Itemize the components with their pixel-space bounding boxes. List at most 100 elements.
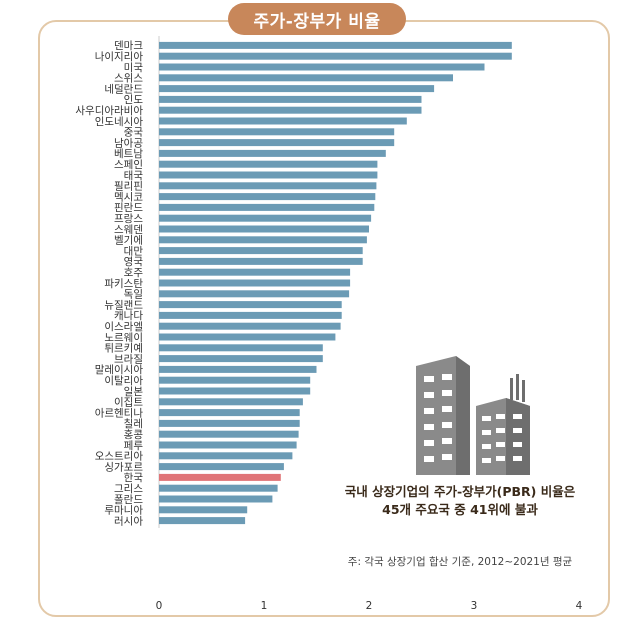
bar-영국 — [159, 257, 363, 265]
bar-페루 — [159, 441, 297, 449]
bar-프랑스 — [159, 214, 372, 222]
x-tick-label: 1 — [261, 600, 268, 612]
category-label: 뉴질랜드 — [104, 299, 143, 311]
category-label: 미국 — [124, 62, 144, 74]
bar-칠레 — [159, 419, 300, 427]
bar-러시아 — [159, 517, 246, 525]
bar-폴란드 — [159, 495, 273, 503]
category-label: 프랑스 — [114, 213, 143, 225]
x-tick-label: 4 — [576, 600, 583, 612]
bar-한국 — [159, 473, 281, 481]
category-label: 필리핀 — [114, 181, 143, 193]
category-label: 그리스 — [114, 483, 143, 495]
bar-캐나다 — [159, 311, 342, 319]
bar-노르웨이 — [159, 333, 336, 341]
category-label: 캐나다 — [114, 310, 143, 322]
bar-인도 — [159, 95, 422, 103]
bar-호주 — [159, 268, 351, 276]
bar-루마니아 — [159, 506, 248, 514]
bar-홍콩 — [159, 430, 299, 438]
category-label: 이탈리아 — [104, 374, 143, 387]
bar-뉴질랜드 — [159, 301, 342, 309]
bar-멕시코 — [159, 193, 376, 201]
category-label: 브라질 — [114, 353, 143, 365]
annotation-line-1: 국내 상장기업의 주가-장부가(PBR) 비율은 — [344, 484, 576, 499]
bar-핀란드 — [159, 203, 375, 211]
bar-사우디아라비아 — [159, 106, 422, 114]
bar-대만 — [159, 247, 363, 255]
chart-annotation: 국내 상장기업의 주가-장부가(PBR) 비율은 45개 주요국 중 41위에 … — [330, 483, 590, 519]
category-label: 태국 — [124, 170, 144, 182]
bar-스웨덴 — [159, 225, 369, 233]
category-label: 일본 — [124, 385, 144, 398]
bar-덴마크 — [159, 41, 512, 49]
category-label: 베트남 — [114, 148, 143, 160]
category-label: 루마니아 — [104, 505, 143, 517]
category-label: 독일 — [124, 288, 143, 301]
category-label: 이스라엘 — [104, 320, 143, 333]
category-label: 스위스 — [114, 72, 143, 85]
category-label: 아르헨티나 — [95, 407, 144, 419]
category-label: 인도네시아 — [95, 116, 144, 128]
x-tick-label: 3 — [471, 600, 478, 612]
category-label: 남아공 — [114, 137, 143, 149]
category-label: 대만 — [124, 245, 144, 257]
bar-중국 — [159, 128, 395, 136]
category-label: 말레이시아 — [95, 364, 144, 376]
category-label: 사우디아라비아 — [75, 105, 143, 117]
annotation-line-2: 45개 주요국 중 41위에 불과 — [382, 502, 538, 517]
bar-베트남 — [159, 149, 386, 157]
bar-남아공 — [159, 139, 395, 147]
category-label: 스웨덴 — [114, 224, 143, 236]
chart-title: 주가-장부가 비율 — [228, 3, 406, 35]
category-label: 핀란드 — [114, 202, 143, 214]
category-label: 스페인 — [114, 159, 143, 171]
bar-나이지리아 — [159, 52, 512, 60]
category-label: 싱가포르 — [104, 461, 143, 473]
category-label: 나이지리아 — [95, 51, 144, 63]
bar-튀르키예 — [159, 344, 323, 352]
bar-이스라엘 — [159, 322, 341, 330]
category-label: 벨기에 — [114, 235, 143, 247]
category-label: 파키스탄 — [104, 278, 143, 290]
category-label: 폴란드 — [114, 494, 143, 506]
category-label: 중국 — [124, 127, 144, 139]
x-tick-label: 0 — [156, 600, 163, 612]
category-label: 튀르키예 — [104, 342, 143, 355]
bar-필리핀 — [159, 182, 377, 190]
bar-벨기에 — [159, 236, 367, 244]
bar-파키스탄 — [159, 279, 351, 287]
bar-말레이시아 — [159, 365, 317, 373]
category-label: 오스트리아 — [95, 451, 144, 463]
bar-스페인 — [159, 160, 378, 168]
x-tick-label: 2 — [366, 600, 373, 612]
category-label: 노르웨이 — [104, 332, 143, 344]
category-label: 러시아 — [114, 515, 143, 527]
bar-스위스 — [159, 74, 453, 82]
bar-일본 — [159, 387, 311, 395]
bar-아르헨티나 — [159, 409, 300, 417]
bar-독일 — [159, 290, 350, 298]
category-label: 홍콩 — [124, 428, 144, 441]
bar-싱가포르 — [159, 463, 284, 471]
category-label: 호주 — [124, 267, 144, 279]
buildings-icon — [416, 356, 530, 475]
category-label: 칠레 — [124, 418, 143, 430]
bar-그리스 — [159, 484, 278, 492]
category-label: 이집트 — [114, 397, 143, 409]
category-label: 멕시코 — [114, 191, 143, 203]
category-label: 한국 — [124, 472, 144, 484]
category-label: 덴마크 — [114, 40, 143, 52]
bar-네덜란드 — [159, 85, 435, 93]
category-label: 네덜란드 — [104, 83, 143, 95]
category-label: 영국 — [124, 256, 144, 268]
category-label: 페루 — [124, 440, 144, 452]
source-note: 주: 각국 상장기업 합산 기준, 2012~2021년 평균 — [347, 556, 573, 568]
bar-이집트 — [159, 398, 303, 406]
bar-태국 — [159, 171, 378, 179]
bar-미국 — [159, 63, 485, 71]
bar-브라질 — [159, 355, 323, 363]
bar-인도네시아 — [159, 117, 407, 125]
bar-이탈리아 — [159, 376, 311, 384]
